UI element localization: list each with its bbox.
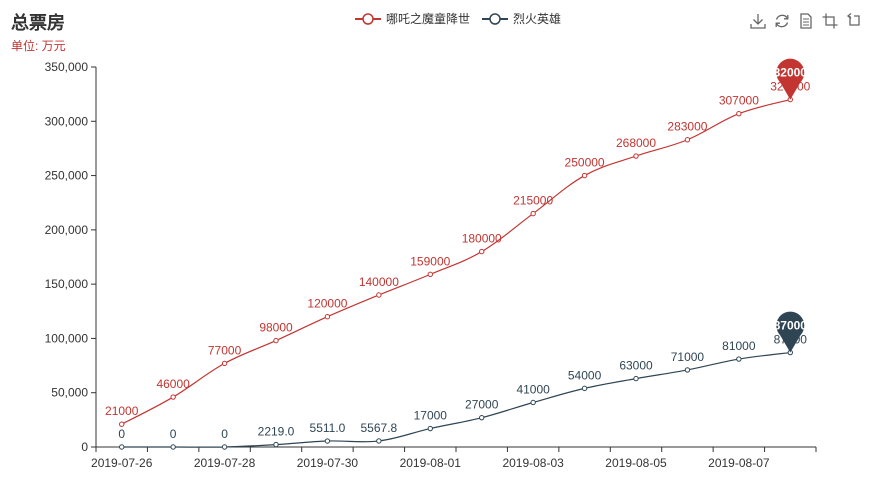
- data-label: 0: [221, 427, 228, 441]
- data-label: 2219.0: [258, 425, 295, 439]
- legend: 哪吒之魔童降世 烈火英雄: [355, 10, 561, 27]
- data-label: 27000: [465, 398, 499, 412]
- data-label: 5567.8: [361, 421, 398, 435]
- legend-item-series-1[interactable]: 哪吒之魔童降世: [355, 10, 470, 27]
- chart-title: 总票房: [11, 13, 65, 33]
- zoom-reset-button[interactable]: [845, 12, 863, 30]
- x-tick-label: 2019-07-26: [91, 456, 153, 470]
- legend-label-series-2: 烈火英雄: [513, 12, 562, 26]
- data-label: 215000: [513, 194, 553, 208]
- data-label: 21000: [105, 404, 139, 418]
- data-view-button[interactable]: [797, 12, 815, 30]
- download-button[interactable]: [749, 12, 767, 30]
- data-point: [170, 394, 176, 400]
- data-point: [324, 438, 331, 444]
- x-tick-label: 2019-08-01: [400, 456, 462, 470]
- data-label: 120000: [307, 297, 347, 311]
- data-point: [119, 444, 125, 450]
- y-tick-label: 250,000: [45, 169, 89, 183]
- series-line-1: [121, 98, 791, 425]
- data-point: [119, 421, 125, 427]
- data-label: 41000: [516, 382, 550, 396]
- data-point: [427, 271, 433, 278]
- chart-subtitle: 单位: 万元: [11, 39, 66, 53]
- data-label: 71000: [671, 350, 705, 364]
- data-point: [273, 441, 279, 448]
- data-point: [684, 137, 691, 143]
- data-label: 54000: [568, 368, 602, 382]
- refresh-button[interactable]: [773, 12, 791, 30]
- data-point: [479, 248, 485, 255]
- data-point: [633, 375, 639, 382]
- data-label: 180000: [462, 232, 502, 246]
- download-icon: [750, 14, 766, 29]
- data-point: [170, 444, 176, 450]
- data-label: 0: [118, 427, 125, 441]
- y-tick-label: 50,000: [51, 386, 88, 400]
- data-point: [324, 314, 331, 320]
- data-point: [376, 438, 382, 444]
- data-point: [633, 153, 639, 159]
- data-label: 98000: [259, 321, 293, 335]
- data-point: [581, 172, 588, 179]
- data-label: 5511.0: [310, 421, 346, 435]
- data-point: [427, 425, 433, 432]
- legend-line-marker-icon: [482, 12, 509, 25]
- max-value-pin-label: 32000: [774, 66, 808, 80]
- y-tick-label: 100,000: [45, 331, 89, 345]
- x-tick-label: 2019-08-05: [605, 456, 667, 470]
- refresh-icon: [775, 14, 789, 28]
- data-label: 268000: [616, 136, 656, 150]
- y-tick-label: 300,000: [45, 114, 89, 128]
- y-tick-label: 350,000: [45, 60, 89, 74]
- data-point: [684, 367, 691, 373]
- x-tick-label: 2019-07-30: [297, 456, 359, 470]
- data-label: 77000: [208, 343, 242, 357]
- legend-label-series-1: 哪吒之魔童降世: [386, 12, 471, 26]
- data-label: 307000: [719, 94, 759, 108]
- data-point: [736, 356, 742, 362]
- data-label: 159000: [410, 254, 450, 268]
- data-point: [221, 444, 228, 450]
- x-tick-label: 2019-08-03: [502, 456, 564, 470]
- data-label: 46000: [156, 377, 190, 391]
- data-label: 283000: [667, 120, 707, 134]
- data-label: 81000: [722, 339, 756, 353]
- data-label: 140000: [359, 275, 399, 289]
- x-tick-label: 2019-07-28: [194, 456, 256, 470]
- data-point: [530, 399, 536, 406]
- data-point: [221, 360, 228, 367]
- max-value-pin-label: 87000: [774, 319, 808, 333]
- max-value-pin: [776, 311, 805, 353]
- zoom-icon: [822, 13, 838, 29]
- data-label: 0: [170, 427, 177, 441]
- toolbox: [749, 12, 863, 30]
- legend-line-marker-icon: [355, 12, 381, 25]
- data-point: [376, 292, 382, 298]
- legend-item-series-2[interactable]: 烈火英雄: [482, 10, 561, 27]
- data-label: 17000: [414, 409, 448, 423]
- y-tick-label: 200,000: [45, 223, 89, 237]
- y-tick-label: 0: [81, 440, 88, 454]
- max-value-pin: [776, 58, 805, 100]
- series-line-2: [121, 351, 791, 448]
- data-view-icon: [800, 13, 812, 29]
- zoom-reset-icon: [846, 13, 860, 26]
- data-point: [581, 385, 588, 392]
- data-point: [530, 210, 536, 217]
- data-point: [273, 337, 279, 344]
- x-tick-label: 2019-08-07: [708, 456, 770, 470]
- data-label: 63000: [619, 359, 653, 373]
- y-tick-label: 150,000: [45, 277, 89, 291]
- data-point: [479, 414, 485, 421]
- zoom-button[interactable]: [821, 12, 839, 30]
- data-point: [736, 110, 742, 117]
- data-label: 250000: [565, 156, 605, 170]
